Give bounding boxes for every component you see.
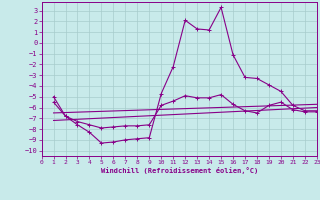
X-axis label: Windchill (Refroidissement éolien,°C): Windchill (Refroidissement éolien,°C) (100, 167, 258, 174)
